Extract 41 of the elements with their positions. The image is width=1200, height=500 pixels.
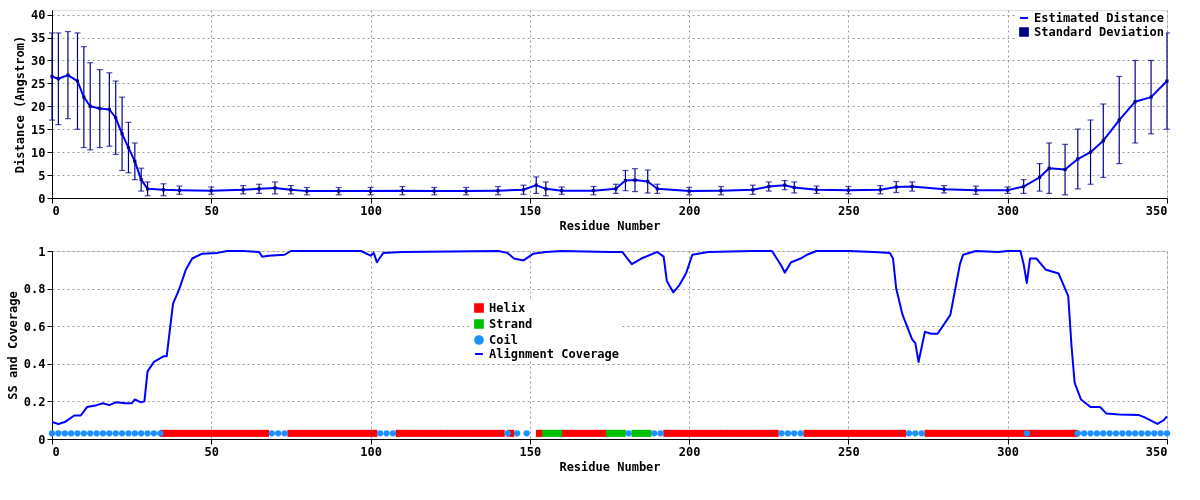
- x-tick-label: 300: [997, 444, 1020, 459]
- y-tick-label: 35: [31, 31, 46, 46]
- x-tick-label: 50: [204, 444, 220, 459]
- x-tick-label: 200: [678, 444, 701, 459]
- y-tick-label: 20: [31, 99, 46, 114]
- legend-label: Standard Deviation: [1034, 25, 1165, 39]
- y-tick-label: 0: [38, 432, 46, 447]
- x-tick-label: 250: [838, 444, 860, 459]
- y-axis-title: Distance (Angstrom): [13, 35, 28, 174]
- y-tick-label: 30: [31, 53, 46, 68]
- legend-label: Estimated Distance: [1034, 11, 1165, 25]
- x-tick-label: 350: [1145, 444, 1168, 459]
- x-axis-title: Residue Number: [559, 459, 661, 474]
- legend-label: Strand: [489, 317, 533, 331]
- y-tick-label: 15: [31, 122, 46, 137]
- x-tick-label: 100: [360, 444, 382, 459]
- x-tick-label: 100: [360, 203, 382, 218]
- legend-label: Coil: [489, 333, 518, 347]
- x-tick-label: 250: [838, 203, 860, 218]
- x-axis-title: Residue Number: [559, 218, 661, 233]
- y-tick-label: 10: [31, 145, 46, 160]
- y-tick-label: 1: [38, 244, 46, 259]
- x-tick-label: 150: [519, 444, 542, 459]
- x-tick-label: 300: [997, 203, 1020, 218]
- x-tick-label: 0: [52, 203, 60, 218]
- y-tick-label: 0.2: [23, 394, 46, 409]
- x-tick-label: 200: [678, 203, 701, 218]
- y-tick-label: 0.6: [23, 319, 46, 334]
- y-tick-label: 25: [31, 76, 46, 91]
- x-tick-label: 150: [519, 203, 542, 218]
- y-tick-label: 0.4: [23, 357, 46, 372]
- y-tick-label: 0.8: [23, 282, 46, 297]
- legend-label: Helix: [489, 301, 526, 315]
- y-tick-label: 40: [31, 8, 46, 23]
- x-tick-label: 50: [204, 203, 220, 218]
- legend-label: Alignment Coverage: [489, 347, 620, 361]
- y-tick-label: 5: [38, 168, 46, 183]
- x-tick-label: 0: [52, 444, 60, 459]
- x-tick-label: 350: [1145, 203, 1168, 218]
- y-axis-title: SS and Coverage: [5, 291, 20, 400]
- y-tick-label: 0: [38, 191, 46, 206]
